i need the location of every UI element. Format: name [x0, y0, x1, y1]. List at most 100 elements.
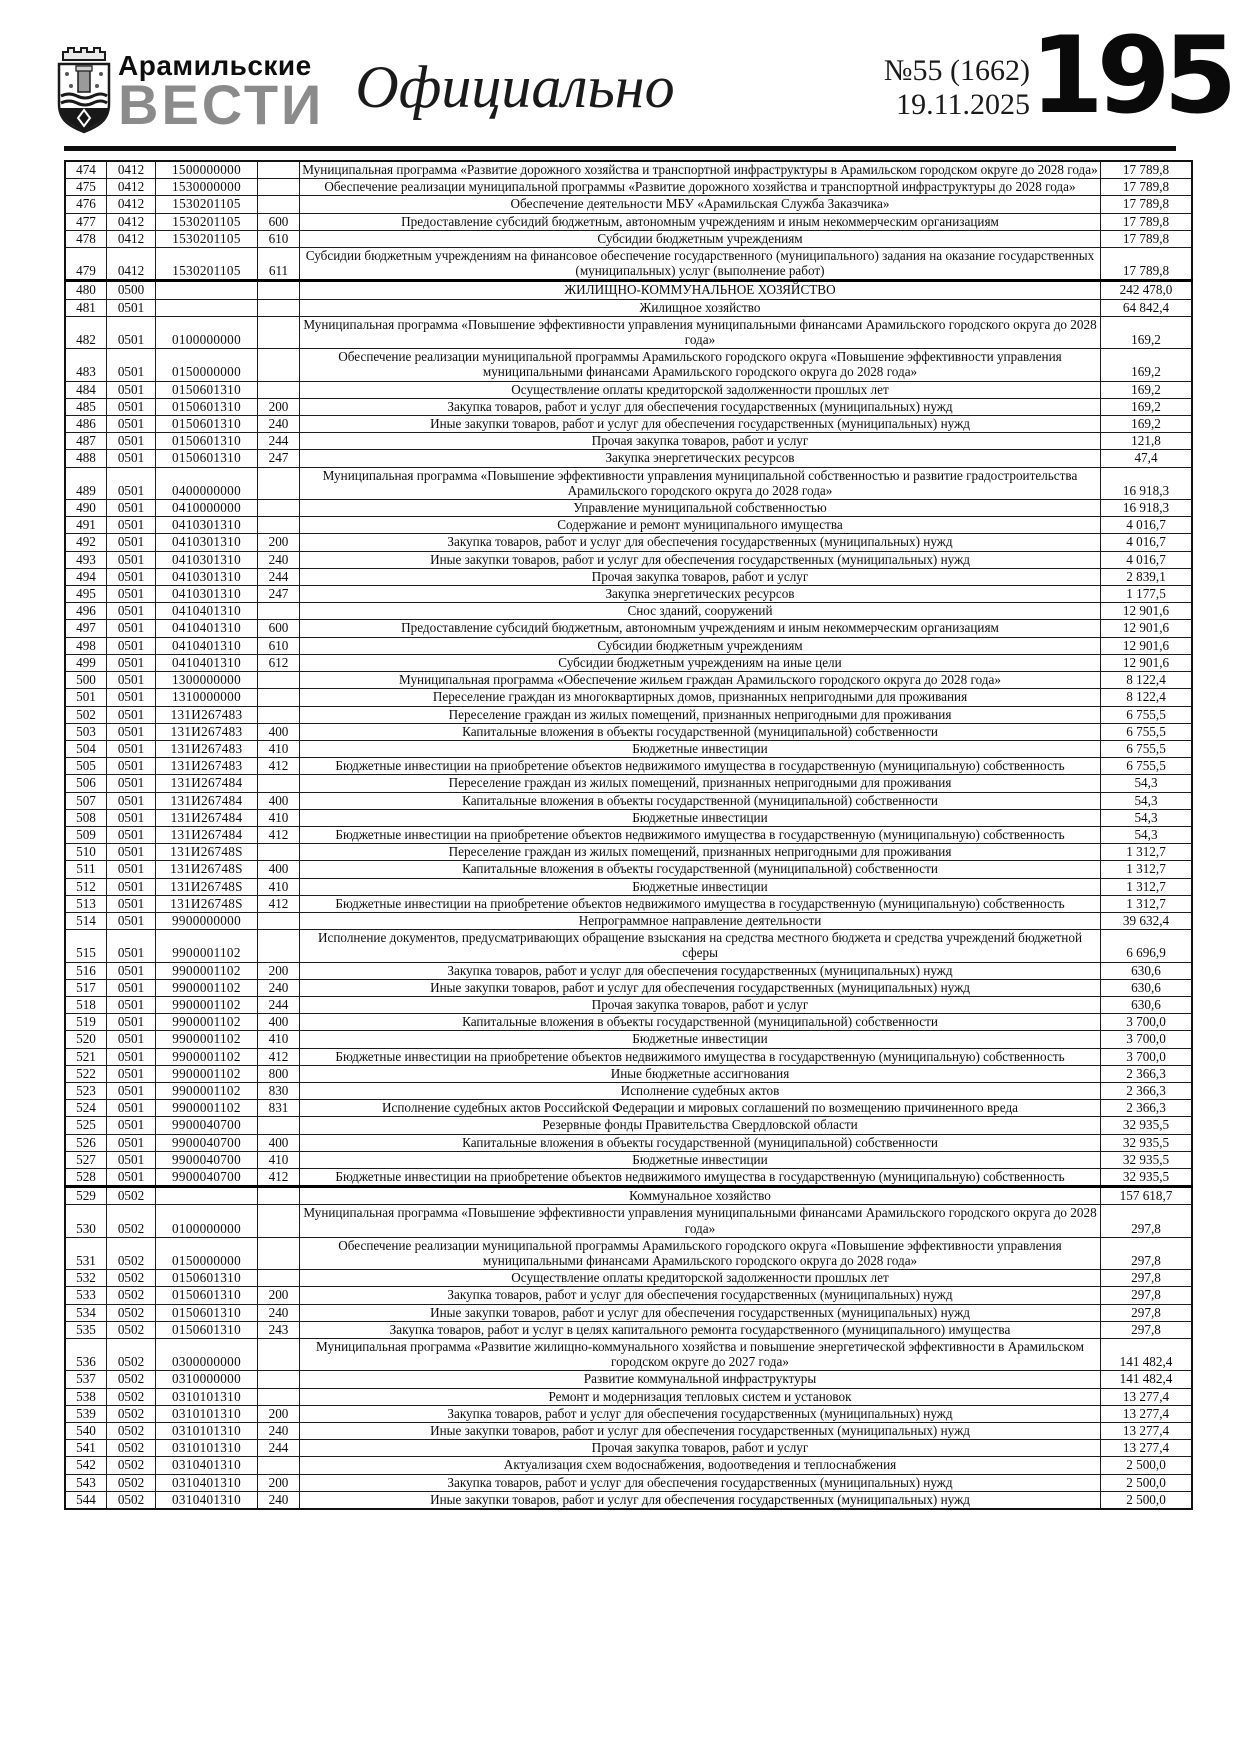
row-number-cell: 531 [64, 1236, 107, 1271]
row-number-cell: 480 [64, 279, 107, 300]
row-number-cell: 503 [64, 722, 107, 741]
amount-cell: 297,8 [1100, 1236, 1193, 1271]
expense-type-code-cell: 244 [257, 995, 300, 1015]
razdel-code-cell: 0501 [106, 894, 156, 913]
razdel-code-cell: 0502 [106, 1303, 156, 1322]
amount-cell: 13 277,4 [1100, 1387, 1193, 1406]
budget-table-body: 474 0412 1500000000 Муниципальная програ… [64, 160, 1193, 1510]
amount-cell: 47,4 [1100, 449, 1193, 468]
expense-type-code-cell: 412 [257, 757, 300, 776]
razdel-code-cell: 0501 [106, 995, 156, 1015]
expense-type-code-cell: 200 [257, 1286, 300, 1305]
expense-type-code-cell: 240 [257, 1303, 300, 1322]
target-article-code-cell: 9900001102 [155, 1013, 258, 1032]
target-article-code-cell: 0410301310 [155, 567, 258, 587]
razdel-code-cell: 0501 [106, 757, 156, 776]
amount-cell: 242 478,0 [1100, 279, 1193, 300]
description-cell: Иные бюджетные ассигнования [299, 1064, 1101, 1083]
description-cell: Бюджетные инвестиции [299, 1150, 1101, 1169]
target-article-code-cell: 9900040700 [155, 1133, 258, 1152]
amount-cell: 8 122,4 [1100, 671, 1193, 690]
table-row: 533 0502 0150601310 200 Закупка товаров,… [64, 1286, 1193, 1305]
expense-type-code-cell [257, 705, 300, 724]
expense-type-code-cell: 830 [257, 1081, 300, 1101]
description-cell: Муниципальная программа «Развитие жилищн… [299, 1338, 1101, 1372]
description-cell: Предоставление субсидий бюджетным, автон… [299, 212, 1101, 231]
target-article-code-cell: 0310401310 [155, 1490, 258, 1510]
target-article-code-cell: 9900001102 [155, 1099, 258, 1118]
amount-cell: 17 789,8 [1100, 178, 1193, 197]
amount-cell: 13 277,4 [1100, 1422, 1193, 1441]
description-cell: Закупка товаров, работ и услуг для обесп… [299, 1473, 1101, 1492]
target-article-code-cell: 9900001102 [155, 1047, 258, 1066]
description-cell: Исполнение судебных актов [299, 1081, 1101, 1101]
description-cell: Бюджетные инвестиции на приобретение объ… [299, 894, 1101, 913]
expense-type-code-cell [257, 160, 300, 180]
expense-type-code-cell [257, 1387, 300, 1406]
expense-type-code-cell: 244 [257, 567, 300, 587]
expense-type-code-cell: 240 [257, 550, 300, 569]
table-row: 500 0501 1300000000 Муниципальная програ… [64, 671, 1193, 690]
description-cell: Капитальные вложения в объекты государст… [299, 791, 1101, 810]
table-row: 522 0501 9900001102 800 Иные бюджетные а… [64, 1064, 1193, 1083]
target-article-code-cell: 1530201105 [155, 195, 258, 214]
amount-cell: 630,6 [1100, 978, 1193, 997]
amount-cell: 17 789,8 [1100, 160, 1193, 180]
description-cell: Капитальные вложения в объекты государст… [299, 1133, 1101, 1152]
razdel-code-cell: 0502 [106, 1456, 156, 1475]
row-number-cell: 497 [64, 619, 107, 638]
razdel-code-cell: 0501 [106, 1064, 156, 1083]
target-article-code-cell: 9900001102 [155, 995, 258, 1015]
amount-cell: 2 366,3 [1100, 1064, 1193, 1083]
table-row: 475 0412 1530000000 Обеспечение реализац… [64, 178, 1193, 197]
description-cell: Муниципальная программа «Развитие дорожн… [299, 160, 1101, 180]
row-number-cell: 542 [64, 1456, 107, 1475]
table-row: 542 0502 0310401310 Актуализация схем во… [64, 1456, 1193, 1475]
row-number-cell: 487 [64, 432, 107, 451]
razdel-code-cell: 0501 [106, 567, 156, 587]
expense-type-code-cell [257, 929, 300, 963]
row-number-cell: 521 [64, 1047, 107, 1066]
target-article-code-cell: 0410401310 [155, 636, 258, 655]
expense-type-code-cell [257, 843, 300, 862]
amount-cell: 2 839,1 [1100, 567, 1193, 587]
amount-cell: 169,2 [1100, 380, 1193, 399]
row-number-cell: 506 [64, 774, 107, 793]
table-row: 482 0501 0100000000 Муниципальная програ… [64, 315, 1193, 350]
table-row: 484 0501 0150601310 Осуществление оплаты… [64, 380, 1193, 399]
row-number-cell: 541 [64, 1439, 107, 1458]
amount-cell: 17 789,8 [1100, 195, 1193, 214]
table-row: 517 0501 9900001102 240 Иные закупки тов… [64, 978, 1193, 997]
table-row: 505 0501 131И267483 412 Бюджетные инвест… [64, 757, 1193, 776]
amount-cell: 157 618,7 [1100, 1185, 1193, 1206]
description-cell: Муниципальная программа «Обеспечение жил… [299, 671, 1101, 690]
table-row: 527 0501 9900040700 410 Бюджетные инвест… [64, 1150, 1193, 1169]
description-cell: Обеспечение реализации муниципальной про… [299, 1236, 1101, 1271]
razdel-code-cell: 0501 [106, 1081, 156, 1101]
expense-type-code-cell [257, 348, 300, 382]
razdel-code-cell: 0502 [106, 1185, 156, 1206]
target-article-code-cell: 131И267484 [155, 774, 258, 793]
description-cell: Закупка товаров, работ и услуг для обесп… [299, 533, 1101, 552]
razdel-code-cell: 0501 [106, 860, 156, 879]
row-number-cell: 508 [64, 808, 107, 827]
amount-cell: 16 918,3 [1100, 499, 1193, 518]
amount-cell: 1 177,5 [1100, 585, 1193, 604]
row-number-cell: 532 [64, 1269, 107, 1288]
description-cell: Закупка товаров, работ и услуг для обесп… [299, 397, 1101, 417]
target-article-code-cell: 9900001102 [155, 929, 258, 963]
row-number-cell: 533 [64, 1286, 107, 1305]
logo-text-main: ВЕСТИ [118, 73, 325, 136]
target-article-code-cell: 9900000000 [155, 911, 258, 931]
amount-cell: 12 901,6 [1100, 619, 1193, 638]
description-cell: Обеспечение реализации муниципальной про… [299, 348, 1101, 382]
expense-type-code-cell: 240 [257, 1490, 300, 1510]
razdel-code-cell: 0502 [106, 1387, 156, 1406]
row-number-cell: 539 [64, 1404, 107, 1424]
amount-cell: 2 366,3 [1100, 1099, 1193, 1118]
amount-cell: 297,8 [1100, 1303, 1193, 1322]
table-row: 519 0501 9900001102 400 Капитальные влож… [64, 1013, 1193, 1032]
table-row: 532 0502 0150601310 Осуществление оплаты… [64, 1269, 1193, 1288]
description-cell: Закупка энергетических ресурсов [299, 585, 1101, 604]
expense-type-code-cell: 610 [257, 636, 300, 655]
